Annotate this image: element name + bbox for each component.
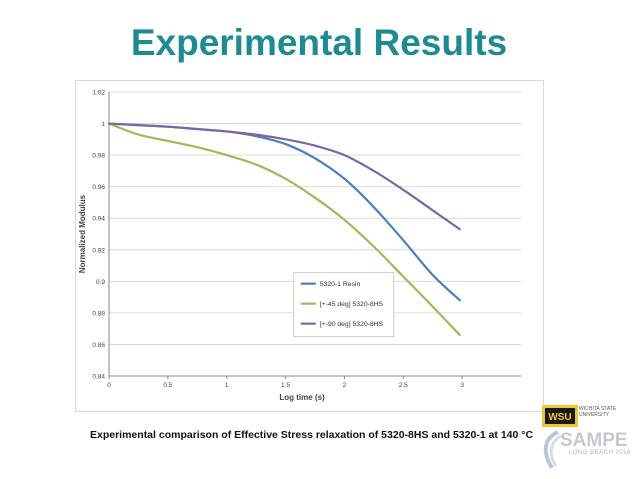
legend-label: [+-90 deg] 5320-8HS — [320, 321, 384, 328]
x-tick-label: 2 — [343, 382, 347, 389]
sampe-subtitle: LONG BEACH 2016 — [569, 450, 631, 456]
y-tick-label: 1.02 — [92, 90, 105, 97]
chart-frame: 0.84 0.86 0.88 0.9 0.92 0.94 0.96 0.98 1 1.02 0 0.5… — [75, 80, 544, 412]
x-tick-label: 3 — [460, 382, 464, 389]
wsu-logo-mark: WSU — [548, 412, 571, 423]
sampe-swoosh-icon — [543, 430, 562, 470]
x-tick-label: 1.5 — [281, 382, 290, 389]
y-tick-label: 0.96 — [92, 184, 105, 191]
legend-layer: 5320-1 Resin [+-45 deg] 5320-8HS [+-90 deg… — [293, 272, 395, 338]
y-tick-label: 1 — [101, 121, 105, 128]
series-line-1 — [107, 122, 461, 302]
x-tick-label: 0.5 — [163, 382, 172, 389]
legend-label: 5320-1 Resin — [320, 281, 361, 288]
label-layer: 0.84 0.86 0.88 0.9 0.92 0.94 0.96 0.98 1 1.02 0 0.5… — [78, 90, 464, 403]
grid-layer — [109, 91, 521, 345]
series-line-2 — [107, 122, 461, 337]
x-axis-title: Log time (s) — [279, 393, 325, 402]
legend-label: [+-45 deg] 5320-8HS — [320, 301, 384, 308]
x-tick-label: 2.5 — [399, 382, 408, 389]
axis-layer — [108, 92, 521, 379]
y-axis-title: Normalized Modulus — [78, 194, 87, 273]
line-chart: 0.84 0.86 0.88 0.9 0.92 0.94 0.96 0.98 1 1.02 0 0.5… — [78, 90, 521, 403]
sampe-logo: SAMPE — [560, 430, 628, 451]
y-tick-label: 0.88 — [92, 310, 105, 317]
y-tick-label: 0.94 — [92, 216, 105, 223]
figure-caption: Experimental comparison of Effective Str… — [90, 429, 534, 441]
y-tick-label: 0.92 — [92, 247, 105, 254]
series-line-3 — [107, 122, 461, 231]
series-layer — [107, 122, 461, 337]
sponsor-logos: WSU WICHITA STATE UNIVERSITY SAMPE LONG … — [540, 404, 638, 479]
x-tick-label: 1 — [225, 382, 229, 389]
y-tick-label: 0.98 — [92, 153, 105, 160]
y-tick-label: 0.9 — [96, 279, 105, 286]
wsu-logo: WSU — [542, 405, 578, 427]
slide-title: Experimental Results — [130, 22, 508, 63]
wsu-name: WICHITA STATE UNIVERSITY — [579, 406, 617, 418]
x-tick-label: 0 — [107, 382, 111, 389]
y-tick-label: 0.84 — [92, 374, 105, 381]
y-tick-label: 0.86 — [92, 342, 105, 349]
